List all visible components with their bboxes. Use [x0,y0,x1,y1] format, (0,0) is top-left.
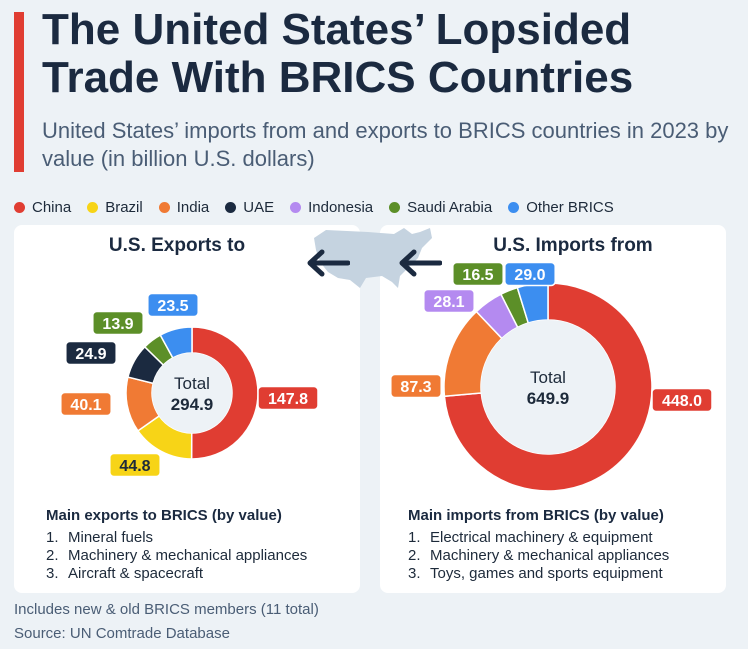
svg-text:13.9: 13.9 [102,316,133,333]
legend: China Brazil India UAE Indonesia Saudi A… [14,196,614,218]
legend-item-brazil: Brazil [87,199,143,216]
arrow-left-icon [307,249,350,277]
center-label: Total [530,368,566,387]
svg-text:28.1: 28.1 [433,294,464,311]
total-value: 649.9 [527,389,570,408]
exports-donut-chart: Total 294.9 147.8 44.8 40.1 24.9 13.9 23.5 [60,292,319,478]
list-item: 3. Toys, games and sports equipment [408,565,663,582]
svg-text:87.3: 87.3 [400,379,431,396]
page-title: The United States’ Lopsided Trade With B… [42,5,634,102]
imports-panel: U.S. Imports from Total 649.9 448.0 87.3 28.… [380,225,726,593]
svg-text:29.0: 29.0 [514,267,545,284]
list-item: 2. Machinery & mechanical appliances [46,547,308,564]
legend-label: China [32,198,72,216]
exports-list: 1. Mineral fuels 2. Machinery & mechanical… [46,529,307,583]
legend-item-china: China [14,199,71,216]
legend-item-india: India [158,198,210,216]
legend-label: Other BRICS [526,198,614,216]
list-item: 1. Electrical machinery & equipment [408,529,653,546]
svg-text:16.5: 16.5 [462,267,493,284]
legend-swatch [14,201,25,213]
svg-text:147.8: 147.8 [268,391,308,408]
footnote: Includes new & old BRICS members (11 tot… [14,601,319,618]
legend-item-other-brics: Other BRICS [508,199,614,216]
data-label-indonesia: 28.1 [423,288,475,314]
center-label: Total [174,374,210,393]
legend-label: India [176,198,210,216]
list-item: 3. Aircraft & spacecraft [46,565,204,582]
imports-chart-title: U.S. Imports from [493,235,653,256]
legend-label: Indonesia [308,198,374,216]
legend-swatch [389,201,401,213]
donut-center [481,320,615,454]
data-label-uae: 24.9 [65,340,117,366]
svg-text:40.1: 40.1 [70,397,101,414]
legend-swatch [87,201,99,213]
data-label-china: 147.8 [257,385,319,411]
legend-item-indonesia: Indonesia [290,199,373,216]
legend-swatch [225,201,237,213]
svg-text:44.8: 44.8 [119,458,150,475]
data-label-saudi-arabia: 13.9 [92,310,144,336]
legend-swatch [158,201,170,213]
arrow-left-icon [399,249,442,277]
source-note: Source: UN Comtrade Database [14,625,230,642]
imports-list: 1. Electrical machinery & equipment 2. Mac… [408,529,669,583]
legend-swatch [508,201,520,213]
list-item: 1. Mineral fuels [46,529,154,546]
data-label-other-brics: 29.0 [504,261,556,287]
legend-label: Saudi Arabia [407,198,493,216]
imports-donut-chart: Total 649.9 448.0 87.3 28.1 16.5 29.0 [390,261,713,492]
donut-center [152,353,232,433]
list-item: 2. Machinery & mechanical appliances [408,547,670,564]
page-subtitle: United States’ imports from and exports … [42,118,729,171]
exports-chart-title: U.S. Exports to [108,235,246,256]
us-map-icon [314,228,432,288]
data-label-other-brics: 23.5 [147,292,199,318]
svg-text:24.9: 24.9 [75,346,106,363]
data-label-saudi-arabia: 16.5 [452,261,504,287]
legend-swatch [290,201,302,213]
data-label-brazil: 44.8 [109,452,161,478]
legend-item-saudi-arabia: Saudi Arabia [389,199,492,216]
svg-text:23.5: 23.5 [157,298,188,315]
legend-label: UAE [243,198,275,216]
legend-item-uae: UAE [225,199,274,216]
svg-text:448.0: 448.0 [662,393,702,410]
exports-panel: U.S. Exports to Total 294.9 147.8 44.8 40.1 2… [14,225,360,593]
exports-heading: Main exports to BRICS (by value) [46,507,282,524]
data-label-china: 448.0 [651,387,713,413]
data-label-india: 87.3 [390,373,442,399]
data-label-india: 40.1 [60,391,112,417]
imports-heading: Main imports from BRICS (by value) [408,507,664,524]
legend-label: Brazil [105,198,143,216]
accent-bar [14,12,24,172]
total-value: 294.9 [171,395,214,414]
